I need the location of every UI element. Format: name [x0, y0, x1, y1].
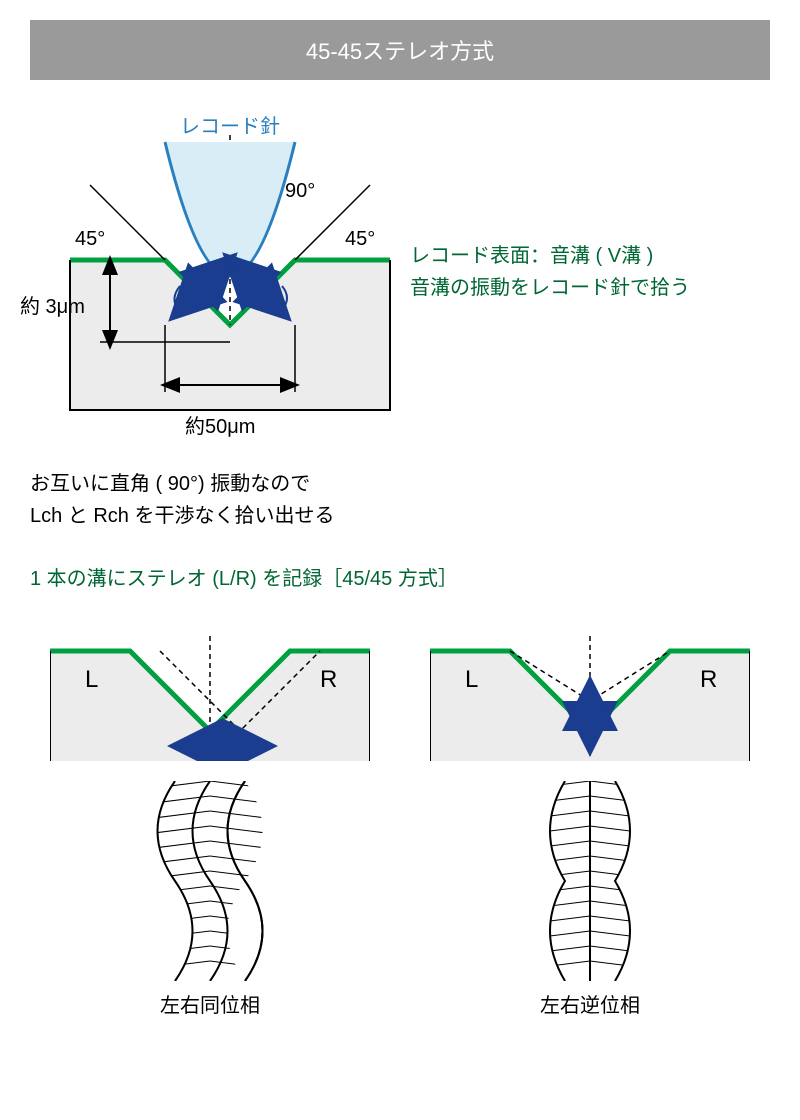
outline-right [228, 781, 263, 981]
needle-label: レコード針 [180, 110, 280, 139]
right-notes: レコード表面：音溝 ( V溝 ) 音溝の振動をレコード針で拾う [410, 110, 770, 460]
same-phase-caption: 左右同位相 [50, 989, 370, 1018]
outline-l [158, 781, 193, 981]
depth-label: 約 3μm [20, 290, 85, 319]
header-title: 45-45ステレオ方式 [306, 39, 494, 64]
outline-r [615, 781, 630, 981]
top-diagram: レコード針 45° 90° 45° 約 3μm 約50μm [30, 110, 410, 460]
l-label: L [85, 666, 98, 694]
width-label: 約50μm [185, 410, 255, 439]
same-phase-diagram: L R [50, 611, 370, 761]
outline-l [550, 781, 565, 981]
hatch [130, 781, 290, 971]
top-section: レコード針 45° 90° 45° 約 3μm 約50μm レコード表面：音溝 … [30, 110, 770, 460]
r-label: R [320, 666, 337, 694]
groove-topview-pair: 左右同位相 [30, 781, 770, 1018]
right-line1: レコード表面：音溝 ( V溝 ) [410, 240, 770, 272]
black-notes: お互いに直角 ( 90°) 振動なので Lch と Rch を干渉なく拾い出せる [30, 468, 770, 532]
same-phase-topview: 左右同位相 [50, 781, 370, 1018]
opp-phase-topview: 左右逆位相 [430, 781, 750, 1018]
opp-phase-caption: 左右逆位相 [430, 989, 750, 1018]
r-label: R [700, 666, 717, 694]
l-label: L [465, 666, 478, 694]
stylus [165, 142, 295, 276]
angle-right-label: 45° [345, 228, 375, 251]
angle-mid-label: 90° [285, 180, 315, 203]
opp-phase-diagram: L R [430, 611, 750, 761]
angle-left-label: 45° [75, 228, 105, 251]
black-line1: お互いに直角 ( 90°) 振動なので [30, 468, 770, 500]
mid-section: 1 本の溝にステレオ (L/R) を記録［45/45 方式］ [30, 562, 770, 1018]
black-line2: Lch と Rch を干渉なく拾い出せる [30, 500, 770, 532]
mid-heading: 1 本の溝にステレオ (L/R) を記録［45/45 方式］ [30, 562, 770, 591]
header-bar: 45-45ステレオ方式 [30, 20, 770, 80]
right-line2: 音溝の振動をレコード針で拾う [410, 272, 770, 304]
groove-pair: L R [30, 611, 770, 761]
